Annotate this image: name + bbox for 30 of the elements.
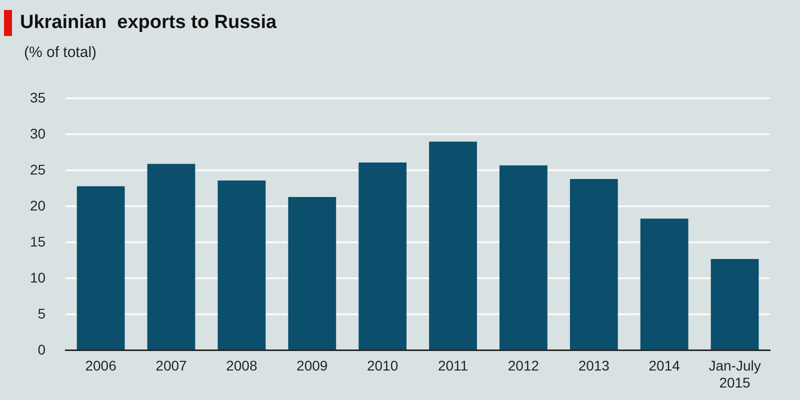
bar: [358, 162, 407, 350]
bar: [570, 179, 618, 350]
x-tick-label: 2011: [438, 358, 468, 374]
y-tick-label: 30: [30, 125, 46, 142]
bar: [429, 142, 477, 350]
bar: [218, 180, 266, 350]
x-tick-label: 2009: [296, 358, 328, 374]
x-tick-label: Jan-July 2015: [708, 358, 761, 390]
x-tick-label: 2006: [85, 358, 117, 374]
y-axis-title: (% of total): [24, 44, 97, 61]
y-tick-label: 20: [30, 197, 46, 214]
x-tick-label: 2008: [226, 358, 258, 374]
x-tick-label: 2010: [366, 358, 398, 374]
x-tick-label: 2014: [648, 358, 680, 374]
y-tick-label: 35: [30, 89, 46, 106]
y-tick-label: 0: [38, 341, 46, 358]
chart-title: Ukrainian exports to Russia: [20, 12, 277, 34]
x-tick-label: 2012: [508, 358, 540, 374]
y-tick-label: 25: [30, 161, 46, 178]
bar: [76, 186, 125, 350]
y-tick-label: 15: [30, 233, 46, 250]
x-tick-label: 2013: [578, 358, 610, 374]
y-tick-label: 10: [30, 269, 46, 286]
bar: [147, 164, 196, 350]
bar: [500, 165, 548, 350]
bar: [640, 218, 688, 350]
y-tick-label: 5: [38, 305, 46, 322]
x-tick-label: 2007: [156, 358, 188, 374]
bar: [288, 197, 336, 350]
bar: [710, 258, 759, 350]
